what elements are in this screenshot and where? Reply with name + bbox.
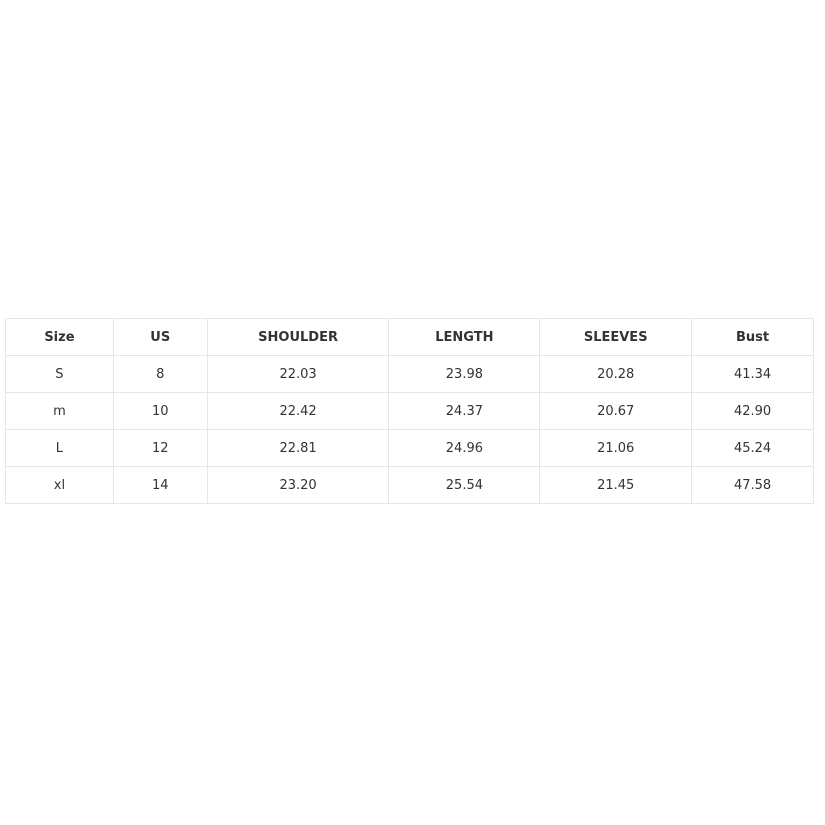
table-row: xl 14 23.20 25.54 21.45 47.58 <box>5 466 814 504</box>
cell-bust: 47.58 <box>691 466 814 504</box>
cell-shoulder: 23.20 <box>206 466 390 504</box>
cell-length: 24.37 <box>388 392 541 430</box>
size-chart-table: Size US SHOULDER LENGTH SLEEVES Bust S 8… <box>5 318 814 504</box>
cell-size: xl <box>5 466 114 504</box>
cell-sleeves: 20.28 <box>539 355 693 393</box>
header-bust: Bust <box>691 318 814 356</box>
header-shoulder: SHOULDER <box>206 318 390 356</box>
cell-sleeves: 20.67 <box>539 392 693 430</box>
cell-us: 12 <box>112 429 208 467</box>
table-row: S 8 22.03 23.98 20.28 41.34 <box>5 355 814 393</box>
cell-us: 8 <box>112 355 208 393</box>
cell-size: S <box>5 355 114 393</box>
cell-shoulder: 22.81 <box>206 429 390 467</box>
table-row: m 10 22.42 24.37 20.67 42.90 <box>5 392 814 430</box>
header-size: Size <box>5 318 114 356</box>
cell-length: 23.98 <box>388 355 541 393</box>
cell-us: 10 <box>112 392 208 430</box>
header-length: LENGTH <box>388 318 541 356</box>
cell-sleeves: 21.06 <box>539 429 693 467</box>
cell-size: m <box>5 392 114 430</box>
cell-us: 14 <box>112 466 208 504</box>
table-row: L 12 22.81 24.96 21.06 45.24 <box>5 429 814 467</box>
cell-sleeves: 21.45 <box>539 466 693 504</box>
cell-size: L <box>5 429 114 467</box>
cell-bust: 41.34 <box>691 355 814 393</box>
cell-length: 25.54 <box>388 466 541 504</box>
header-sleeves: SLEEVES <box>539 318 693 356</box>
cell-bust: 45.24 <box>691 429 814 467</box>
header-us: US <box>112 318 208 356</box>
cell-shoulder: 22.42 <box>206 392 390 430</box>
header-row: Size US SHOULDER LENGTH SLEEVES Bust <box>5 318 814 356</box>
cell-bust: 42.90 <box>691 392 814 430</box>
cell-shoulder: 22.03 <box>206 355 390 393</box>
cell-length: 24.96 <box>388 429 541 467</box>
